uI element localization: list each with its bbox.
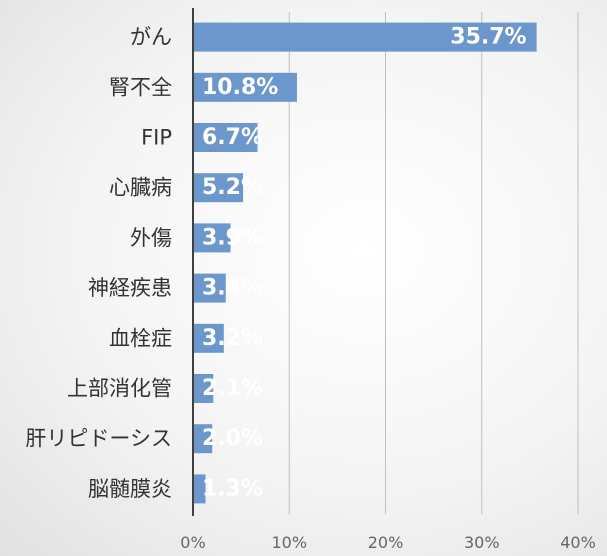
data-label: 3.4% <box>202 276 263 301</box>
data-label: 6.7% <box>202 125 263 150</box>
category-label: 肝リピドーシス <box>25 427 172 451</box>
data-label: 3.2% <box>202 326 263 351</box>
category-label: 血栓症 <box>109 326 172 350</box>
data-label: 3.9% <box>202 225 263 250</box>
bar <box>193 72 297 102</box>
bars <box>193 22 537 504</box>
bar <box>193 374 214 403</box>
x-tick-label: 30% <box>464 533 500 552</box>
category-label: 脳髄膜炎 <box>88 477 172 501</box>
category-label: がん <box>130 25 172 49</box>
bar <box>193 424 213 454</box>
x-tick-label: 40% <box>560 533 596 552</box>
bar <box>193 123 258 152</box>
category-label: FIP <box>141 126 172 150</box>
bar <box>193 173 244 203</box>
gridlines <box>288 12 579 514</box>
bar <box>193 22 537 52</box>
category-label: 心臓病 <box>109 176 172 200</box>
x-tick-label: 10% <box>271 533 307 552</box>
bar <box>193 223 231 253</box>
data-label: 2.1% <box>202 376 263 401</box>
x-tick-label: 20% <box>368 533 404 552</box>
category-label: 神経疾患 <box>88 276 172 300</box>
data-label: 10.8% <box>202 75 278 100</box>
category-label: 上部消化管 <box>67 377 172 401</box>
bar <box>193 474 206 504</box>
data-label: 5.2% <box>202 175 263 200</box>
bar <box>193 323 224 353</box>
data-label: 35.7% <box>450 25 526 50</box>
category-label: 腎不全 <box>109 75 172 99</box>
data-label: 1.3% <box>202 476 263 501</box>
x-tick-label: 0% <box>180 533 205 552</box>
data-label: 2.0% <box>202 426 263 451</box>
category-label: 外傷 <box>130 226 172 250</box>
bar <box>193 273 226 303</box>
labels: 0% 10% 20% 30% 40% がん 35.7% 腎不全 10.8% FIP 6.7% 心臓病 5… <box>25 25 595 552</box>
